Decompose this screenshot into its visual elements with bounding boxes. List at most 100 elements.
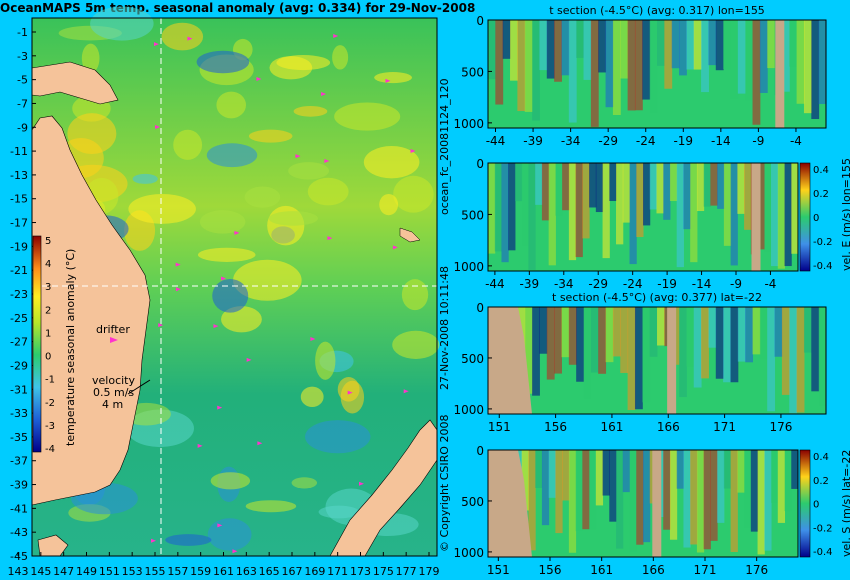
map-lat-tick-label: -15 [10,193,28,206]
section-cell [524,307,533,394]
map-colorbar [32,235,42,453]
map-anomaly-patch [288,162,330,180]
section-title: t section (-4.5°C) (avg: 0.377) lat=-22 [552,291,762,304]
drifter-marker [187,36,193,41]
drifter-marker-icon [110,337,118,343]
section-cell [752,20,761,125]
section-y-tick-label: 0 [476,157,484,171]
section-cell [803,20,812,114]
section-cell [501,163,509,263]
section-x-tick-label: -24 [623,277,643,291]
section-cell [541,163,550,221]
new-zealand-landmass [329,419,438,557]
map-colorbar-label: temperature seasonal anomaly (°C) [64,249,77,446]
map-lat-tick-label: -7 [17,97,28,110]
section-cell [561,307,570,358]
section-y-tick-label: 1000 [453,117,484,131]
section-cell [686,20,695,70]
map-lon-tick-label: 151 [99,565,120,578]
section-y-tick-label: 0 [476,14,484,28]
map-anomaly-patch [196,50,250,74]
drifter-marker [257,441,263,446]
section-x-tick-label: 161 [600,420,623,434]
section-cell [595,450,604,506]
section-cell [771,450,779,503]
section-cell [757,450,765,555]
velocity-depth-value: 4 m [102,398,123,411]
section-cell [789,307,798,414]
section-x-tick-label: -4 [790,134,802,148]
map-colorbar-tick-label: 3 [45,282,51,293]
section-x-tick-label: -24 [636,134,656,148]
section-cell [723,163,732,246]
map-lat-tick-label: -13 [10,169,28,182]
section-cell [521,450,529,511]
section-y-tick-label: 500 [461,65,484,79]
section-title: t section (-4.5°C) (avg: 0.317) lon=155 [549,4,765,17]
section-cell [524,20,533,112]
section-cell [575,450,583,532]
section-cell [609,163,617,202]
velocity-colorbar-tick-label: -0.4 [813,547,833,558]
map-lat-tick-label: -41 [10,502,28,515]
map-anomaly-patch [334,102,401,131]
section-x-tick-label: -39 [523,134,543,148]
section-y-tick-label: 500 [461,208,484,222]
section-cell [669,163,678,202]
map-anomaly-patch [244,186,281,208]
section-x-tick-label: 156 [539,563,562,577]
velocity-colorbar-tick-label: -0.2 [813,237,833,248]
section-cell [703,163,711,207]
map-lat-tick-label: -21 [10,264,28,277]
drifter-marker [220,276,226,281]
section-cell [656,163,664,214]
section-cell [590,20,599,127]
map-lon-tick-label: 159 [190,565,211,578]
section-cell [517,20,526,112]
map-lat-tick-label: -43 [10,526,28,539]
drifter-marker [327,236,333,241]
section-cell [803,307,812,353]
map-panel: -1-3-5-7-9-11-13-15-17-19-21-23-25-27-29… [8,6,440,578]
section-cell [510,20,518,81]
section-x-tick-label: 166 [642,563,665,577]
section-cell [532,307,540,396]
tasmania-landmass [37,534,69,557]
section-cell [715,307,724,379]
section-cell [679,20,687,76]
section-x-tick-label: -44 [486,134,506,148]
section-cell [568,307,577,365]
section-cell [715,20,724,71]
section-cell [730,450,738,553]
section-cell [582,163,590,239]
drifter-marker [295,154,301,159]
section-y-tick-label: 0 [476,444,484,458]
section-cell [717,450,725,523]
section-cell [636,163,644,237]
velocity-scale-value: 0.5 m/s [93,386,134,399]
section-cell [643,450,651,543]
drifter-marker [151,538,157,543]
section-x-tick-label: 156 [544,420,567,434]
section-cell [583,307,592,399]
section-cell [686,307,695,367]
section-cell [811,20,820,120]
drifter-marker [217,523,223,528]
drifter-marker [321,91,327,96]
section-cell [774,307,783,357]
section-cell [777,450,786,523]
map-lat-tick-label: -33 [10,407,28,420]
section-x-tick-label: -14 [711,134,731,148]
map-lat-tick-label: -25 [10,312,28,325]
section-gap-mask [775,20,785,128]
drifter-marker [359,481,365,486]
section-x-tick-label: -19 [657,277,677,291]
section-x-tick-label: -9 [752,134,764,148]
velocity-colorbar-tick-label: -0.2 [813,523,833,534]
section-cell [568,163,577,261]
section-cell [495,20,504,105]
map-anomaly-patch [307,177,349,206]
section-x-tick-label: 166 [657,420,680,434]
section-cell [528,450,536,551]
velocity-colorbar-tick-label: 0 [813,213,819,224]
